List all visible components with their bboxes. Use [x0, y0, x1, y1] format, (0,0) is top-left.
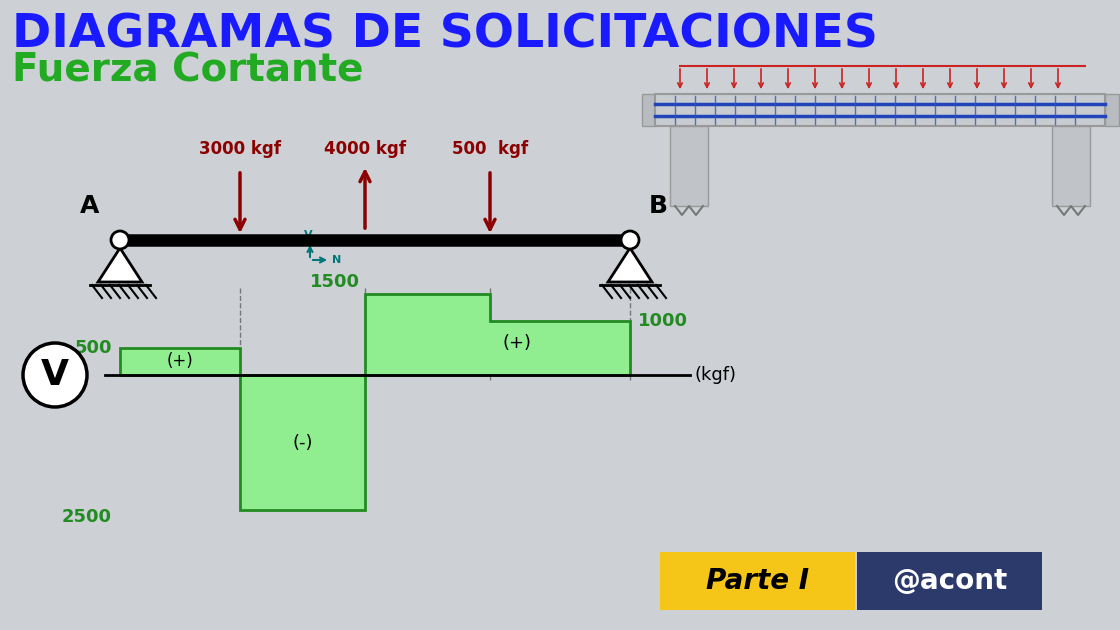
Text: 500  kgf: 500 kgf [452, 140, 528, 158]
Text: DIAGRAMAS DE SOLICITACIONES: DIAGRAMAS DE SOLICITACIONES [12, 12, 878, 57]
Bar [670, 126, 708, 206]
Polygon shape [608, 248, 652, 282]
Text: Parte I: Parte I [706, 567, 809, 595]
Text: (-): (-) [292, 433, 312, 452]
Bar [660, 552, 855, 610]
Text: (kgf): (kgf) [696, 366, 737, 384]
Circle shape [620, 231, 640, 249]
Circle shape [24, 343, 87, 407]
Text: 1000: 1000 [638, 312, 688, 330]
Polygon shape [120, 348, 240, 375]
Text: 2500: 2500 [62, 508, 112, 526]
Text: 500: 500 [75, 339, 112, 357]
Text: 1500: 1500 [310, 273, 360, 291]
Bar [1105, 94, 1119, 126]
Bar [857, 552, 1042, 610]
Polygon shape [240, 375, 365, 510]
Text: 3000 kgf: 3000 kgf [199, 140, 281, 158]
Polygon shape [365, 294, 629, 375]
Circle shape [111, 231, 129, 249]
Text: N: N [332, 255, 342, 265]
Text: A: A [81, 194, 100, 218]
Text: Fuerza Cortante: Fuerza Cortante [12, 52, 364, 90]
Text: 4000 kgf: 4000 kgf [324, 140, 405, 158]
Text: @acont: @acont [892, 567, 1007, 595]
Text: (+): (+) [167, 353, 194, 370]
Text: B: B [648, 194, 668, 218]
Text: V: V [41, 358, 69, 392]
Text: V: V [304, 230, 312, 240]
Text: (+): (+) [503, 333, 532, 352]
Bar [642, 94, 656, 126]
Polygon shape [99, 248, 142, 282]
Bar [1052, 126, 1090, 206]
Bar [655, 94, 1105, 126]
